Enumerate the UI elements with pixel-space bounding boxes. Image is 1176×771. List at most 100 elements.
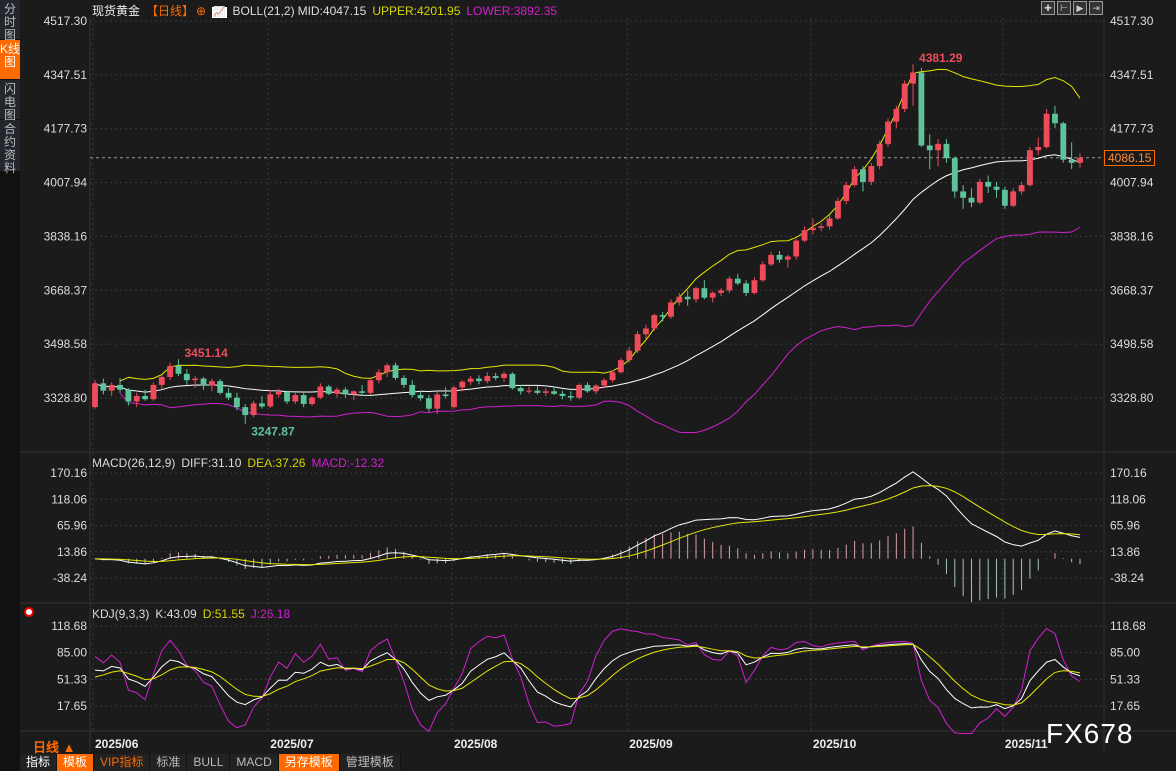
sidebar-item[interactable]: 闪电图 [0,80,20,122]
price-tick-left: 4007.94 [44,176,88,190]
macd-tick-right: 170.16 [1110,466,1147,480]
candle-body [492,376,499,378]
move-icon[interactable]: ✚ [1041,1,1055,15]
candle-body [609,372,616,381]
candle-body [693,288,699,300]
candle-body [417,395,424,399]
scroll-end-icon[interactable]: ⇥ [1089,1,1103,15]
kdj-tick-right: 85.00 [1110,646,1140,660]
macd-tick-right: 65.96 [1110,519,1140,533]
candle-body [350,391,357,395]
macd-diff: DIFF:31.10 [181,456,242,470]
candle-body [200,378,207,386]
candle-body [217,381,224,393]
candle-body [250,403,257,416]
candle-body [701,288,708,298]
candle-body [476,378,482,382]
candle-body [183,373,190,381]
candle-body [367,380,374,393]
candle-body [175,365,182,374]
price-tick-left: 4517.30 [44,14,88,28]
indicator-settings-icon[interactable] [24,607,34,617]
play-icon[interactable]: ▶ [1073,1,1087,15]
candle-body [334,389,340,394]
candle-body [668,302,674,317]
candle-body [901,83,908,109]
candle-body [559,393,566,397]
kdj-legend: KDJ(9,3,3) K:43.09 D:51.55 J:26.18 [92,607,296,621]
period-selector[interactable]: 日线 ▲ [33,740,76,755]
period-tag: 【日线】 [146,4,195,18]
toolbar-button[interactable]: MACD [230,754,278,771]
macd-tick-right: -38.24 [1110,571,1144,585]
toolbar-button[interactable]: 标准 [150,754,187,771]
toolbar-button[interactable]: 模板 [57,754,94,771]
toolbar-button[interactable]: VIP指标 [94,754,150,771]
kdj-tick-left: 118.68 [51,619,87,633]
sidebar-item[interactable]: 合约资料 [0,120,20,175]
candle-body [985,181,992,187]
candle-body [1010,191,1017,206]
macd-tick-left: 118.06 [51,492,87,506]
toolbar-button[interactable]: BULL [187,754,230,771]
candle-body [242,407,249,416]
candle-body [133,396,140,402]
candle-body [876,143,883,167]
candle-body [1035,147,1042,151]
sidebar-item[interactable]: 分时图 [0,0,20,42]
candle-body [567,396,574,398]
candle-body [484,376,491,382]
candle-body [1052,113,1058,124]
candle-body [92,383,98,408]
candle-body [726,278,733,291]
candle-body [718,290,724,293]
kdj-tick-left: 17.65 [57,699,87,713]
candle-body [1043,113,1050,148]
candle-body [534,390,541,393]
x-tick-label: 2025/08 [454,737,498,751]
crosshair-icon[interactable]: ⊕ [196,4,207,18]
candle-body [517,388,524,392]
candle-body [150,384,157,400]
candle-body [801,230,808,241]
candle-body [1018,185,1025,192]
candle-body [601,380,608,386]
candle-body [592,385,599,392]
watermark-logo: FX678 [1046,718,1134,749]
toolbar-button[interactable]: 管理模板 [339,754,400,771]
candle-body [1026,150,1033,186]
candle-body [768,254,775,265]
candle-body [818,226,825,228]
indicator-chart-icon[interactable]: 📈 [212,7,227,18]
candle-body [259,403,265,407]
candle-body [784,256,791,260]
current-price-label: 4086.15 [1104,149,1156,166]
candle-body [860,169,866,182]
price-tick-right: 4007.94 [1110,176,1154,190]
macd-diff-line [94,471,1081,568]
macd-legend: MACD(26,12,9) DIFF:31.10 DEA:37.26 MACD:-12… [92,456,390,470]
bottom-toolbar: 指标 模板 VIP指标 标准 BULL MACD 另存模板 管理模板 [20,754,401,771]
macd-name: MACD(26,12,9) [92,456,176,470]
candle-body [192,378,199,381]
price-tick-right: 4347.51 [1110,68,1154,82]
candle-body [684,296,691,300]
macd-value: MACD:-12.32 [311,456,385,470]
candle-body [793,240,800,257]
symbol-name: 现货黄金 [92,4,141,18]
boll-upper: UPPER:4201.95 [372,4,461,18]
candle-body [576,384,583,398]
zoom-in-range-icon[interactable]: ⊢ [1057,1,1071,15]
toolbar-button[interactable]: 指标 [20,754,57,771]
sidebar-item[interactable]: K线图 [0,40,20,80]
macd-tick-right: 118.06 [1110,492,1146,506]
kdj-tick-left: 85.00 [57,646,87,660]
candle-body [384,365,391,373]
candle-body [392,365,399,378]
x-tick-label: 2025/06 [95,737,139,751]
price-annotation: 3451.14 [184,346,228,360]
kdj-j: J:26.18 [250,607,291,621]
toolbar-button[interactable]: 另存模板 [278,754,339,771]
candle-body [425,398,432,409]
